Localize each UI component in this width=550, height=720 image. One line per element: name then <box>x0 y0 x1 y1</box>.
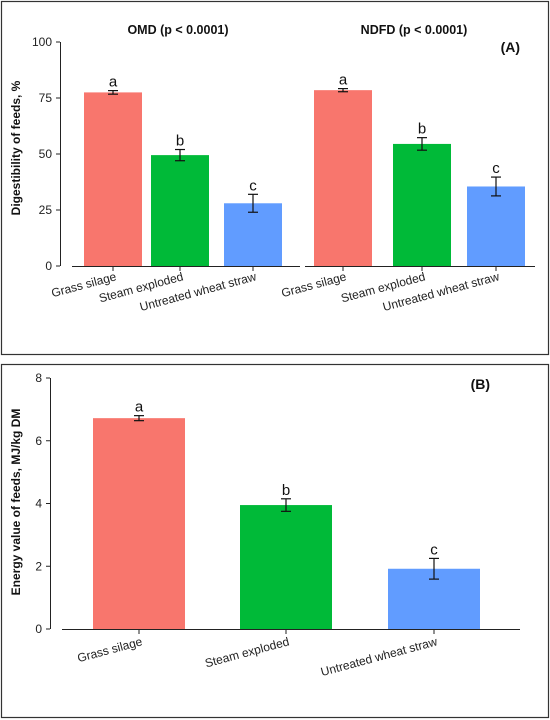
y-tick-label: 25 <box>39 203 53 217</box>
significance-letter: c <box>492 160 500 177</box>
y-tick-label: 100 <box>32 35 52 49</box>
significance-letter: b <box>176 133 184 150</box>
y-tick-label: 75 <box>39 91 53 105</box>
panel-b-tag: (B) <box>471 376 490 392</box>
significance-letter: a <box>135 399 144 416</box>
bar <box>393 143 451 266</box>
y-tick-label: 0 <box>45 259 52 273</box>
significance-letter: a <box>339 72 348 89</box>
bar <box>314 90 372 266</box>
omd-ylabel: Digestibility of feeds, % <box>9 80 23 215</box>
y-tick-label: 4 <box>35 497 42 511</box>
y-tick-label: 0 <box>35 622 42 636</box>
category-label: Steam exploded <box>203 634 290 670</box>
omd-title: OMD (p < 0.0001) <box>127 23 228 37</box>
significance-letter: c <box>249 177 257 194</box>
bar <box>224 203 282 266</box>
y-tick-label: 50 <box>39 147 53 161</box>
significance-letter: b <box>418 121 426 138</box>
panel-a-tag: (A) <box>501 39 520 55</box>
bar <box>467 186 525 266</box>
significance-letter: a <box>109 74 118 91</box>
ndfd-title: NDFD (p < 0.0001) <box>361 23 468 37</box>
y-tick-label: 8 <box>35 371 42 385</box>
category-label: Untreated wheat straw <box>319 634 439 679</box>
bar <box>240 505 332 629</box>
category-label: Grass silage <box>76 634 144 665</box>
ndfd-chart: NDFD (p < 0.0001) (A) abc Grass silageSt… <box>280 23 535 314</box>
significance-letter: b <box>282 482 290 499</box>
panel-a-border <box>0 0 550 356</box>
y-tick-label: 6 <box>35 434 42 448</box>
significance-letter: c <box>430 541 438 558</box>
bar <box>93 418 185 629</box>
y-tick-label: 2 <box>35 559 42 573</box>
panel-b-border <box>0 363 550 719</box>
energy-ylabel: Energy value of feeds, MJ/kg DM <box>9 409 23 596</box>
bar <box>151 155 209 266</box>
energy-chart: (B) Energy value of feeds, MJ/kg DM 0 2 4 6… <box>9 371 520 679</box>
omd-chart: OMD (p < 0.0001) Digestibility of feeds,… <box>9 23 300 314</box>
category-label: Grass silage <box>280 269 348 300</box>
bar <box>84 92 142 267</box>
